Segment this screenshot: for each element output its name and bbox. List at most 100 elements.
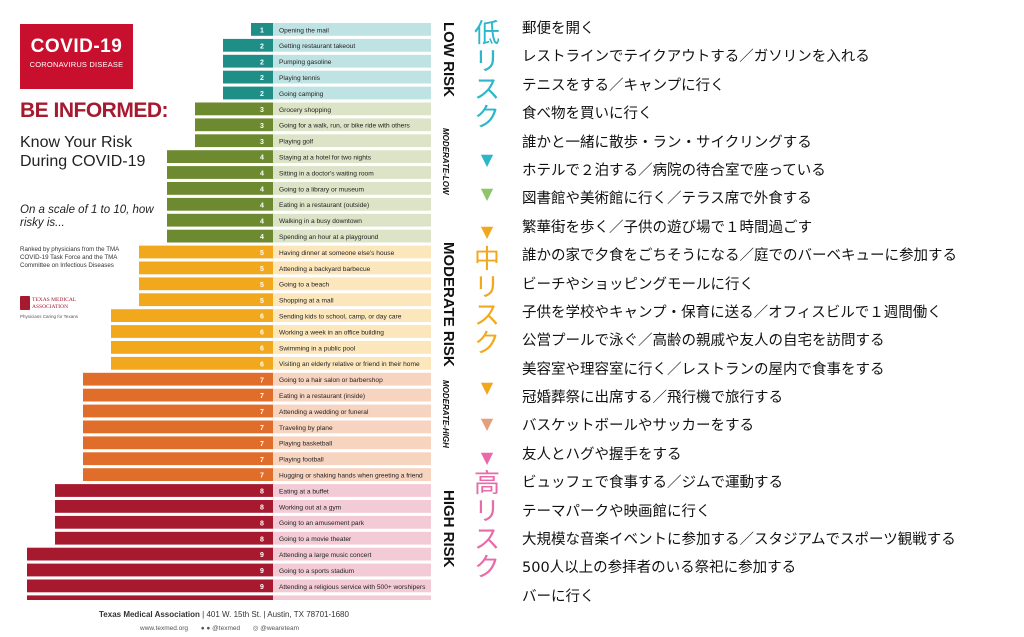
- bar: [251, 23, 273, 36]
- activity-label: Attending a wedding or funeral: [279, 409, 369, 416]
- jp-list-item: 美容室や理容室に行く／レストランの屋内で食事をする: [522, 361, 885, 378]
- activity-label: Spending an hour at a playground: [279, 234, 379, 241]
- bar: [83, 388, 273, 402]
- arrow-down-icon: ▼: [480, 448, 494, 467]
- bar-value-label: 4: [260, 171, 264, 178]
- bar-value-label: 3: [260, 139, 264, 146]
- bar: [139, 261, 273, 275]
- jp-list-item: バスケットボールやサッカーをする: [522, 418, 754, 435]
- activity-label: Going for a walk, run, or bike ride with…: [279, 123, 411, 130]
- bar-value-label: 8: [260, 505, 264, 512]
- activity-label: Going camping: [279, 91, 324, 98]
- row-background: [273, 38, 431, 52]
- bar: [139, 277, 273, 291]
- bar-value-label: 5: [260, 298, 264, 305]
- covid-logo: COVID-19 CORONAVIRUS DISEASE: [20, 24, 133, 89]
- bar-value-label: 6: [260, 330, 264, 337]
- arrow-down-icon: ▼: [480, 378, 494, 397]
- bar: [195, 102, 273, 116]
- row-background: [273, 23, 431, 36]
- footer-social: www.texmed.org ● ● @texmed ◎ @weareteam: [140, 624, 299, 632]
- jp-band-char: リ: [473, 497, 500, 527]
- activity-label: Working a week in an office building: [279, 329, 384, 336]
- bar-value-label: 8: [260, 489, 264, 496]
- bar: [83, 420, 273, 434]
- bar: [55, 500, 273, 513]
- activity-label: Going to an amusement park: [279, 520, 365, 527]
- tma-tagline: Physicians Caring for Texans: [20, 314, 78, 319]
- jp-list-item: 大規模な音楽イベントに参加する／スタジアムでスポーツ観戦する: [522, 532, 956, 549]
- band-label-high: HIGH RISK: [440, 490, 457, 568]
- jp-band-char: 低: [473, 19, 500, 49]
- bar: [195, 134, 273, 148]
- row-background: [273, 452, 431, 466]
- row-background: [273, 531, 431, 545]
- activity-label: Grocery shopping: [279, 107, 331, 114]
- activity-label: Visiting an elderly relative or friend i…: [279, 361, 420, 368]
- activity-label: Getting restaurant takeout: [279, 43, 355, 50]
- bar-value-label: 5: [260, 250, 264, 257]
- activity-label: Staying at a hotel for two nights: [279, 155, 372, 162]
- row-background: [273, 420, 431, 434]
- jp-low-label: 低リスク: [470, 20, 504, 132]
- row-background: [273, 595, 431, 600]
- jp-list-item: 誰かと一緒に散歩・ラン・サイクリングする: [522, 134, 812, 151]
- social-icons: ● ●: [200, 625, 213, 632]
- bar-value-label: 7: [260, 473, 264, 480]
- bar-value-label: 4: [260, 187, 264, 194]
- jp-list-item: テニスをする／キャンプに行く: [522, 77, 725, 94]
- row-background: [273, 388, 431, 402]
- activity-label: Playing football: [279, 457, 324, 464]
- jp-list-item: 500人以上の参拝者のいる祭祀に参加する: [522, 560, 797, 577]
- bar: [139, 293, 273, 307]
- row-background: [273, 341, 431, 354]
- bar: [27, 563, 273, 577]
- bar: [223, 54, 273, 68]
- row-background: [273, 325, 431, 338]
- bar: [167, 182, 273, 195]
- bar-value-label: 8: [260, 520, 264, 527]
- bar: [55, 484, 273, 497]
- activity-label: Going to a hair salon or barbershop: [279, 377, 383, 384]
- activity-label: Having dinner at someone else's house: [279, 250, 395, 257]
- activity-label: Playing basketball: [279, 441, 333, 448]
- row-background: [273, 150, 431, 163]
- instagram-icon: ◎: [252, 625, 261, 632]
- jp-list-item: 友人とハグや握手をする: [522, 446, 682, 463]
- tma-logo: TEXAS MEDICAL ASSOCIATION Physicians Car…: [20, 296, 100, 322]
- tma-mark-icon: [20, 296, 30, 310]
- jp-list-item: レストラインでテイクアウトする／ガソリンを入れる: [522, 49, 870, 66]
- activity-label: Going to a movie theater: [279, 536, 352, 543]
- bar-value-label: 2: [260, 75, 264, 82]
- row-background: [273, 261, 431, 275]
- bar-value-label: 4: [260, 218, 264, 225]
- activity-label: Swimming in a public pool: [279, 345, 356, 352]
- jp-list-item: ホテルで２泊する／病院の待合室で座っている: [522, 162, 826, 179]
- row-background: [273, 484, 431, 497]
- bar: [27, 547, 273, 561]
- jp-mid-label: 中リスク: [470, 246, 504, 358]
- footer-social2: @weareteam: [260, 625, 299, 632]
- bar-value-label: 9: [260, 568, 264, 575]
- row-background: [273, 166, 431, 179]
- footer-address-text: | 401 W. 15th St. | Austin, TX 78701-168…: [202, 610, 349, 619]
- row-background: [273, 118, 431, 132]
- jp-list-item: 誰かの家で夕食をごちそうになる／庭でのバーベキューに参加する: [522, 248, 957, 265]
- row-background: [273, 197, 431, 211]
- bar: [195, 118, 273, 132]
- row-background: [273, 54, 431, 68]
- row-background: [273, 579, 431, 593]
- row-background: [273, 245, 431, 259]
- row-background: [273, 102, 431, 116]
- row-background: [273, 500, 431, 513]
- jp-list-item: バーに行く: [522, 588, 595, 605]
- bar: [111, 341, 273, 354]
- footer-address: Texas Medical Association | 401 W. 15th …: [99, 610, 349, 619]
- jp-band-char: 高: [473, 469, 500, 499]
- headline: BE INFORMED:: [20, 99, 169, 122]
- subhead: Know Your Risk During COVID-19: [20, 134, 146, 170]
- row-background: [273, 515, 431, 529]
- arrow-down-icon: ▼: [480, 150, 494, 169]
- bar-value-label: 7: [260, 377, 264, 384]
- bar-value-label: 6: [260, 346, 264, 353]
